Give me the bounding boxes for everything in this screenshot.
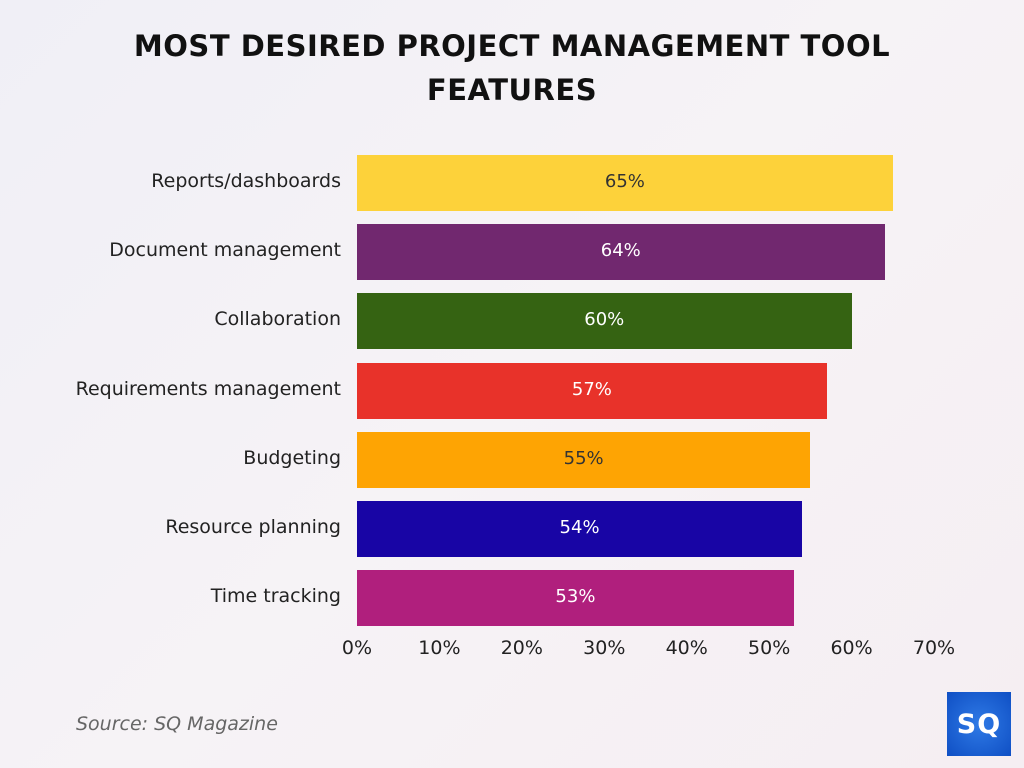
data-label: 60%: [584, 309, 625, 331]
logo-text: SQ: [956, 708, 1002, 740]
data-label: 65%: [604, 171, 645, 192]
bar: [357, 501, 803, 557]
x-tick-label: 0%: [341, 637, 373, 659]
x-tick-label: 50%: [748, 637, 791, 659]
sq-logo: SQ: [947, 692, 1011, 756]
data-label: 54%: [559, 517, 600, 538]
x-tick-label: 30%: [583, 637, 626, 659]
chart-title-line1: MOST DESIRED PROJECT MANAGEMENT TOOL: [133, 29, 891, 63]
x-tick-label: 60%: [830, 637, 873, 659]
x-tick-label: 20%: [500, 637, 543, 659]
x-tick-label: 40%: [665, 637, 708, 659]
x-tick-label: 70%: [912, 637, 956, 659]
bar: [357, 155, 893, 211]
category-label: Document management: [109, 239, 341, 262]
data-label: 57%: [571, 378, 612, 400]
source-text: Source: SQ Magazine: [76, 713, 278, 735]
category-label: Requirements management: [75, 377, 341, 400]
bar: [357, 431, 811, 488]
category-label: Budgeting: [243, 446, 341, 469]
bar: [357, 293, 852, 350]
category-label: Reports/dashboards: [151, 170, 341, 192]
category-label: Resource planning: [165, 516, 341, 538]
x-tick-label: 10%: [418, 637, 461, 659]
data-label: 55%: [563, 447, 604, 469]
category-label: Time tracking: [210, 585, 341, 608]
bar: [357, 224, 885, 281]
chart-title-line2: FEATURES: [426, 73, 598, 107]
bar: [357, 570, 794, 627]
data-label: 53%: [555, 586, 596, 608]
bar: [357, 362, 827, 419]
data-label: 64%: [600, 240, 641, 262]
category-label: Collaboration: [214, 308, 341, 331]
